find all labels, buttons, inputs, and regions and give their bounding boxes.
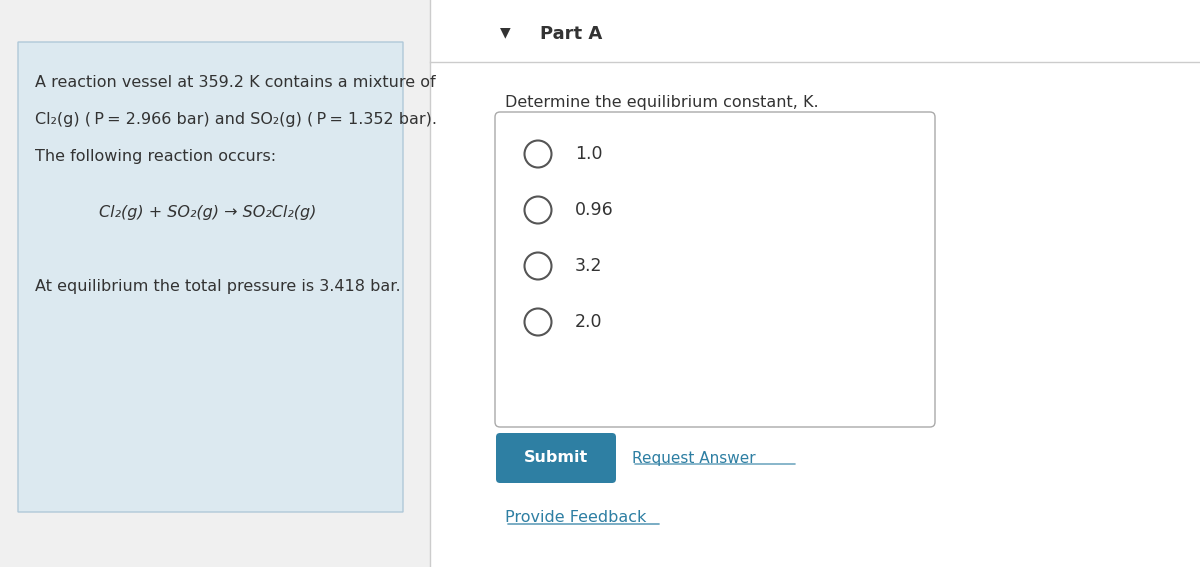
FancyBboxPatch shape [430,0,1200,567]
Circle shape [524,197,552,223]
FancyBboxPatch shape [18,42,403,512]
FancyBboxPatch shape [496,433,616,483]
Circle shape [524,252,552,280]
Text: 1.0: 1.0 [575,145,602,163]
Text: Determine the equilibrium constant, K.: Determine the equilibrium constant, K. [505,95,818,110]
Text: 3.2: 3.2 [575,257,602,275]
Text: Cl₂(g) ( P = 2.966 bar) and SO₂(g) ( P = 1.352 bar).: Cl₂(g) ( P = 2.966 bar) and SO₂(g) ( P =… [35,112,437,127]
Text: Cl₂(g) + SO₂(g) → SO₂Cl₂(g): Cl₂(g) + SO₂(g) → SO₂Cl₂(g) [100,205,317,220]
Text: At equilibrium the total pressure is 3.418 bar.: At equilibrium the total pressure is 3.4… [35,279,401,294]
Circle shape [524,141,552,167]
Circle shape [524,308,552,336]
Text: Request Answer: Request Answer [632,451,756,466]
FancyBboxPatch shape [496,112,935,427]
Text: Provide Feedback: Provide Feedback [505,510,647,524]
Text: ▼: ▼ [500,25,511,39]
Text: Part A: Part A [540,25,602,43]
Text: A reaction vessel at 359.2 K contains a mixture of: A reaction vessel at 359.2 K contains a … [35,75,436,90]
Text: Submit: Submit [524,451,588,466]
Text: 2.0: 2.0 [575,313,602,331]
Text: 0.96: 0.96 [575,201,613,219]
Text: The following reaction occurs:: The following reaction occurs: [35,149,276,164]
